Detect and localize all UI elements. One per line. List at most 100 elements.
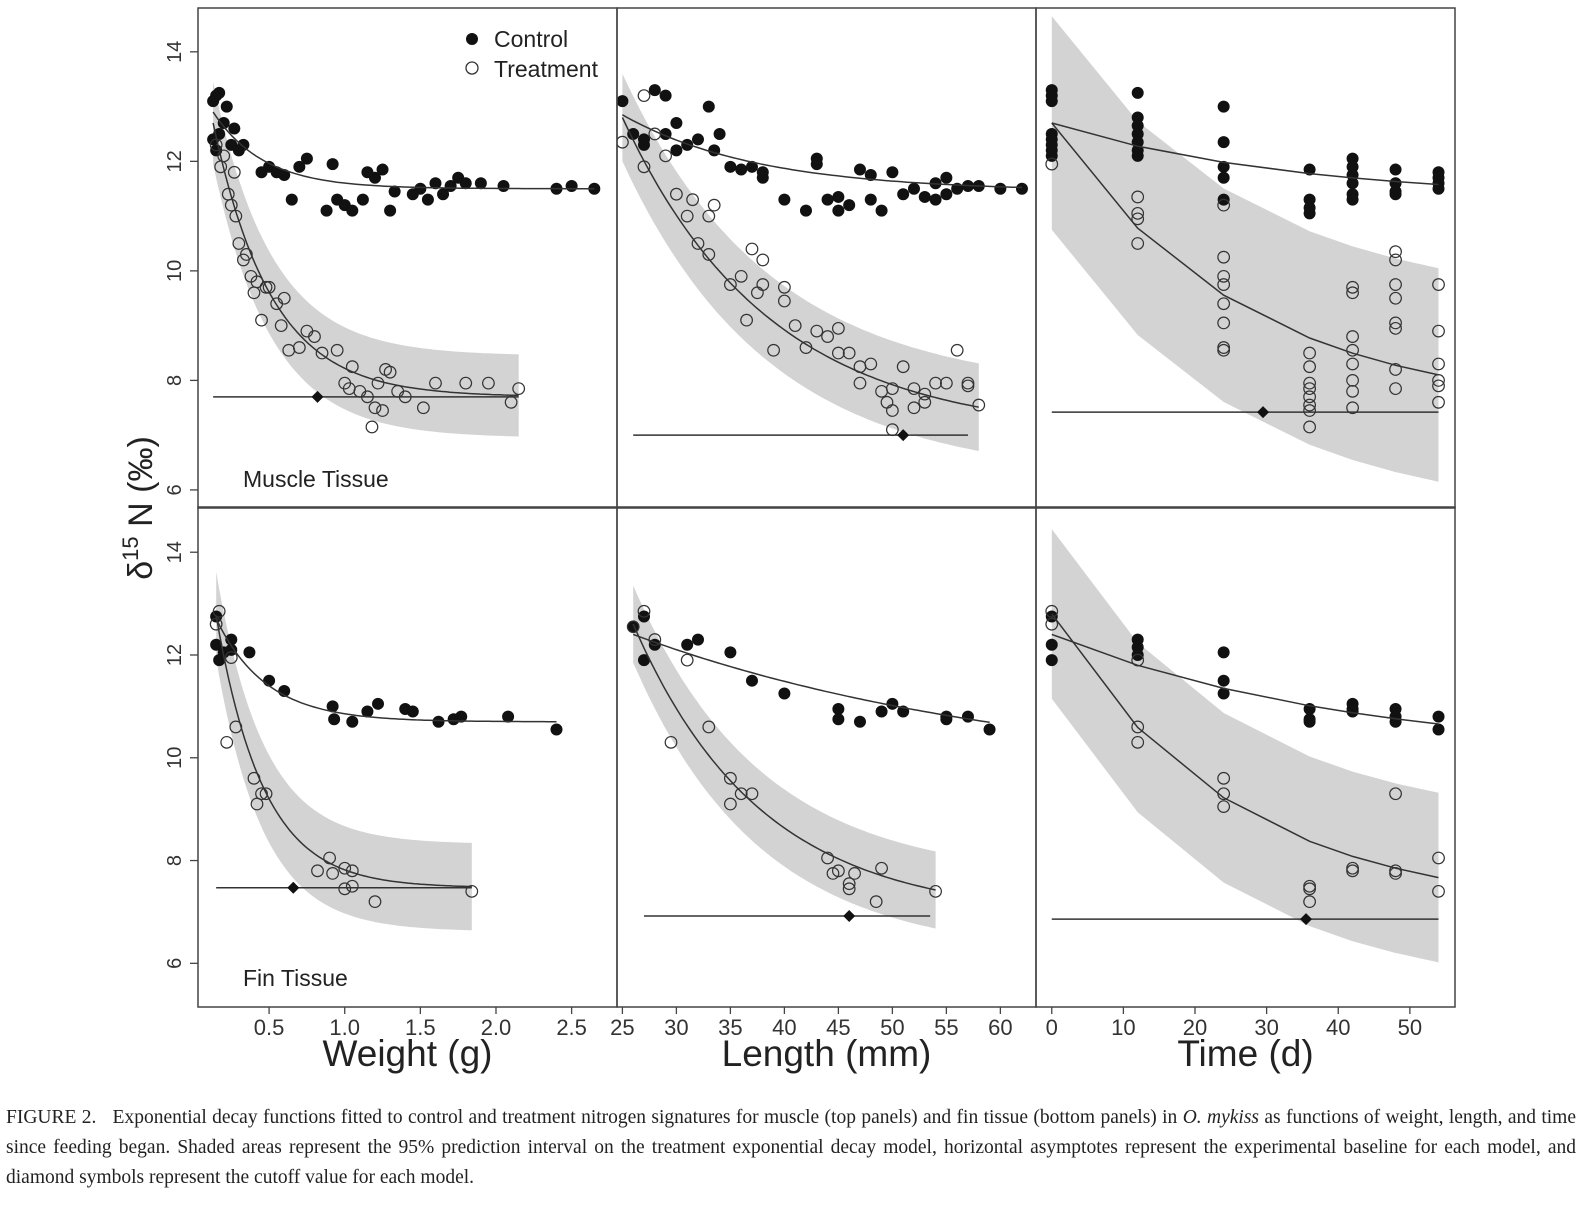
treatment-point: [1131, 735, 1145, 749]
treatment-point: [842, 346, 856, 360]
control-point: [1346, 177, 1359, 190]
treatment-point: [702, 209, 716, 223]
treatment-point: [723, 771, 737, 785]
x-tick-label: 50: [880, 1015, 904, 1040]
x-tick-label: 40: [1326, 1015, 1350, 1040]
treatment-point: [368, 895, 382, 909]
control-point: [328, 713, 341, 726]
control-point: [670, 117, 683, 130]
control-point: [702, 100, 715, 113]
control-point: [1217, 136, 1230, 149]
treatment-point: [669, 187, 683, 201]
treatment-point: [745, 787, 759, 801]
control-point: [432, 715, 445, 728]
figure-2-chart: 6 8 10 12 14 Muscle Tissue 6 8 10 12 14 Fin Tissue 0…: [118, 7, 1456, 1074]
treatment-point: [702, 720, 716, 734]
treatment-point: [259, 787, 273, 801]
treatment-point: [1303, 398, 1317, 412]
x-tick-label: 0.5: [254, 1015, 285, 1040]
control-point: [1131, 111, 1144, 124]
panel-frame: [616, 506, 1037, 1008]
y-tick-label: 6: [164, 958, 186, 969]
treatment-point: [259, 280, 273, 294]
legend-treatment-label: Treatment: [494, 56, 599, 82]
control-point: [444, 179, 457, 192]
treatment-point: [368, 401, 382, 415]
control-point: [1217, 687, 1230, 700]
control-point: [832, 713, 845, 726]
control-point: [745, 160, 758, 173]
treatment-point: [224, 651, 238, 664]
x-tick-label: 20: [1183, 1015, 1207, 1040]
treatment-point: [767, 343, 780, 357]
control-point: [346, 715, 359, 728]
control-point: [1045, 654, 1058, 667]
treatment-point: [1217, 316, 1231, 330]
treatment-point: [504, 395, 518, 409]
cutoff-diamond: [311, 390, 324, 403]
panel-frame: [1035, 7, 1456, 509]
treatment-point: [864, 357, 878, 371]
treatment-point: [686, 193, 699, 207]
x-tick-label: 10: [1111, 1015, 1135, 1040]
control-point: [210, 638, 223, 651]
prediction-interval-band: [216, 571, 472, 931]
x-tick-label: 2.5: [556, 1015, 587, 1040]
control-point: [455, 710, 468, 723]
x-tick-label: 30: [664, 1015, 688, 1040]
treatment-point: [1303, 895, 1317, 909]
treatment-point: [465, 884, 479, 898]
treatment-point: [1131, 212, 1145, 226]
control-point: [853, 715, 866, 728]
control-point: [1045, 95, 1058, 108]
treatment-point: [1131, 237, 1145, 250]
control-point: [617, 95, 629, 108]
prediction-interval-band: [622, 73, 979, 451]
control-point: [429, 177, 442, 190]
control-point: [961, 710, 974, 723]
treatment-point: [212, 604, 226, 618]
legend-treatment-marker: [465, 61, 479, 75]
y-axis-title: δ15 N (‰): [118, 436, 160, 580]
panel-0-1: [616, 7, 1037, 509]
treatment-point: [376, 404, 389, 417]
control-point: [384, 204, 397, 217]
legend-control-marker: [466, 33, 478, 45]
panel-plot-area: [617, 73, 1028, 451]
treatment-point: [1131, 206, 1145, 220]
treatment-point: [961, 379, 975, 393]
control-point: [864, 193, 877, 206]
control-point: [437, 188, 450, 201]
treatment-point: [918, 395, 932, 409]
treatment-point: [885, 382, 899, 396]
treatment-point: [326, 866, 340, 880]
treatment-point: [429, 376, 442, 390]
x-axis-title: Weight (g): [323, 1033, 493, 1074]
y-tick-label: 6: [164, 484, 186, 495]
control-point: [627, 127, 640, 140]
treatment-point: [1389, 278, 1402, 291]
control-point: [1217, 674, 1230, 687]
treatment-point: [1303, 376, 1317, 390]
control-point: [1432, 182, 1445, 195]
x-axis-title: Time (d): [1177, 1033, 1313, 1074]
control-point: [300, 152, 313, 165]
control-point: [376, 163, 389, 176]
control-point: [637, 654, 650, 667]
treatment-point: [1217, 297, 1231, 311]
treatment-point: [308, 330, 321, 343]
control-point: [832, 702, 845, 715]
treatment-point: [365, 420, 379, 434]
treatment-point: [691, 237, 705, 250]
treatment-point: [1217, 269, 1231, 283]
treatment-point: [416, 401, 430, 415]
control-point: [778, 687, 791, 700]
treatment-point: [961, 376, 975, 390]
control-point: [1432, 723, 1445, 736]
control-point: [708, 144, 721, 157]
treatment-point: [848, 866, 861, 880]
control-point: [361, 705, 374, 718]
treatment-point: [617, 135, 629, 149]
treatment-point: [842, 882, 856, 896]
treatment-point: [885, 404, 899, 417]
